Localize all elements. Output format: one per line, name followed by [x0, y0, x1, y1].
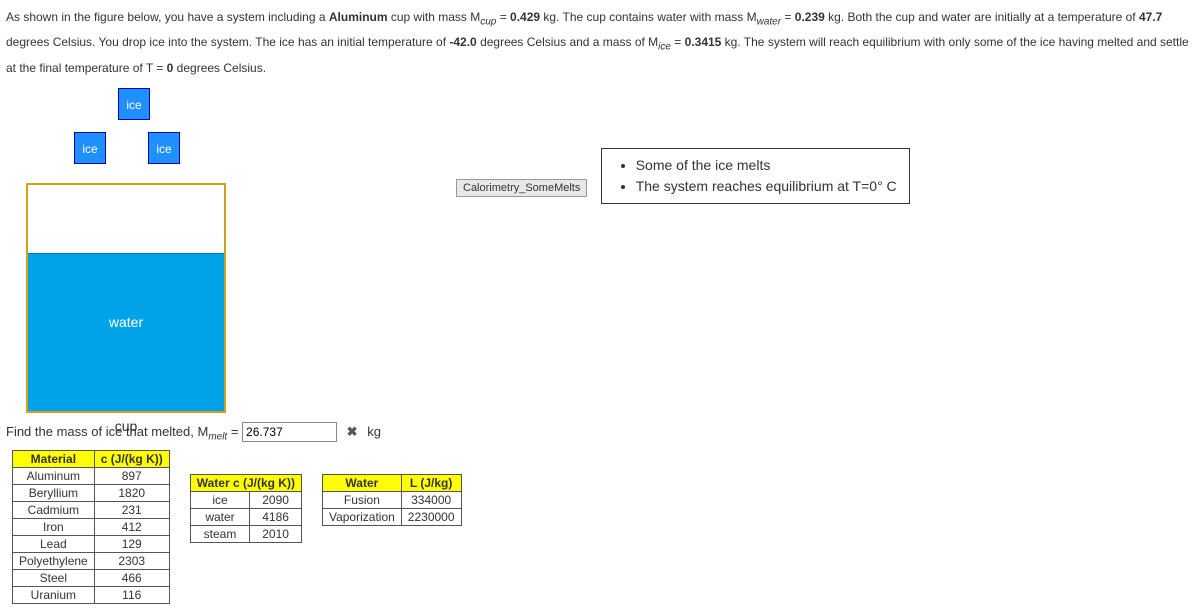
table-cell: Aluminum: [13, 468, 95, 485]
table-cell: 1820: [94, 485, 169, 502]
melted-mass-input[interactable]: [242, 422, 337, 442]
table-row: Steel466: [13, 570, 170, 587]
table-cell: Beryllium: [13, 485, 95, 502]
table-header: Material: [13, 451, 95, 468]
scenario-notes: Some of the ice meltsThe system reaches …: [601, 148, 910, 204]
table-cell: 412: [94, 519, 169, 536]
table-cell: Polyethylene: [13, 553, 95, 570]
table-cell: 2303: [94, 553, 169, 570]
latent-heat-table: WaterL (J/kg)Fusion334000Vaporization223…: [322, 474, 462, 526]
table-row: water4186: [190, 509, 301, 526]
table-cell: 2010: [250, 526, 302, 543]
table-cell: Fusion: [322, 492, 401, 509]
table-cell: steam: [190, 526, 250, 543]
table-cell: 231: [94, 502, 169, 519]
table-row: Beryllium1820: [13, 485, 170, 502]
table-cell: Cadmium: [13, 502, 95, 519]
incorrect-icon: ✖: [347, 424, 358, 439]
table-row: Fusion334000: [322, 492, 461, 509]
table-cell: 2230000: [401, 509, 461, 526]
note-item: The system reaches equilibrium at T=0° C: [636, 176, 897, 197]
note-item: Some of the ice melts: [636, 155, 897, 176]
table-row: Cadmium231: [13, 502, 170, 519]
table-cell: ice: [190, 492, 250, 509]
water-region: water: [28, 253, 224, 411]
table-cell: Uranium: [13, 587, 95, 604]
water-c-table: Water c (J/(kg K))ice2090water4186steam2…: [190, 474, 302, 543]
table-cell: water: [190, 509, 250, 526]
cup-label: cup: [26, 418, 226, 434]
table-header: Water: [322, 475, 401, 492]
ice-cube: ice: [74, 132, 106, 164]
table-row: Iron412: [13, 519, 170, 536]
table-row: Polyethylene2303: [13, 553, 170, 570]
table-cell: Vaporization: [322, 509, 401, 526]
table-cell: 897: [94, 468, 169, 485]
table-cell: 4186: [250, 509, 302, 526]
ice-cube: ice: [148, 132, 180, 164]
table-row: Uranium116: [13, 587, 170, 604]
table-cell: 466: [94, 570, 169, 587]
table-cell: 2090: [250, 492, 302, 509]
table-row: Lead129: [13, 536, 170, 553]
table-cell: 129: [94, 536, 169, 553]
unit-label: kg: [367, 424, 381, 439]
table-cell: 116: [94, 587, 169, 604]
table-cell: Steel: [13, 570, 95, 587]
scenario-tag: Calorimetry_SomeMelts: [456, 179, 587, 197]
table-row: steam2010: [190, 526, 301, 543]
table-header: c (J/(kg K)): [94, 451, 169, 468]
system-diagram: iceiceicewatercup: [26, 88, 226, 408]
materials-table: Materialc (J/(kg K))Aluminum897Beryllium…: [12, 450, 170, 604]
table-header: L (J/kg): [401, 475, 461, 492]
table-row: Aluminum897: [13, 468, 170, 485]
table-row: ice2090: [190, 492, 301, 509]
problem-statement: As shown in the figure below, you have a…: [6, 6, 1194, 80]
table-cell: Iron: [13, 519, 95, 536]
table-cell: 334000: [401, 492, 461, 509]
table-header: Water c (J/(kg K)): [190, 475, 301, 492]
table-row: Vaporization2230000: [322, 509, 461, 526]
ice-cube: ice: [118, 88, 150, 120]
table-cell: Lead: [13, 536, 95, 553]
